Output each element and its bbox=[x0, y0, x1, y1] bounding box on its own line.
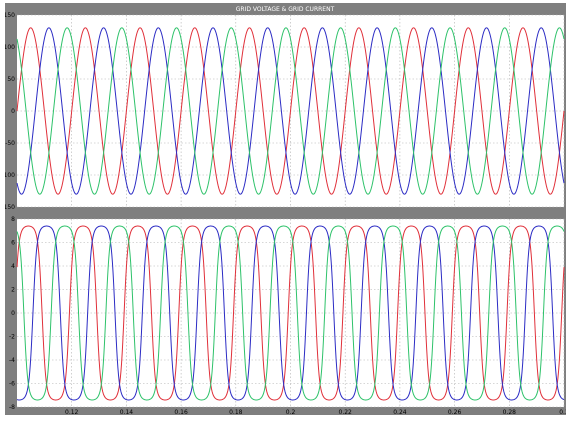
x-tick-label: 0.18 bbox=[229, 409, 243, 415]
phase-trace-3 bbox=[16, 27, 565, 195]
phase-trace-3 bbox=[16, 225, 565, 401]
y-tick-label: 100 bbox=[5, 44, 15, 51]
current-traces bbox=[16, 225, 565, 401]
phase-trace-2 bbox=[16, 225, 565, 401]
y-tick-label: 150 bbox=[5, 12, 15, 19]
y-tick-label: 50 bbox=[7, 76, 15, 83]
phase-trace-1 bbox=[16, 225, 565, 401]
y-tick-label: 0 bbox=[11, 310, 15, 317]
y-tick-label: -8 bbox=[9, 404, 15, 411]
scope-window: GRID VOLTAGE & GRID CURRENT -150 -100 -50 0… bbox=[5, 3, 566, 415]
y-tick-label: 8 bbox=[11, 216, 15, 223]
x-tick-label: 0.2 bbox=[286, 409, 296, 415]
x-tick-label: 0.3 bbox=[559, 409, 566, 415]
y-tick-label: 4 bbox=[11, 263, 15, 270]
y-tick-label: -50 bbox=[5, 140, 15, 147]
x-tick-label: 0.22 bbox=[339, 409, 353, 415]
x-tick-label: 0.12 bbox=[65, 409, 79, 415]
y-tick-label: 0 bbox=[11, 108, 15, 115]
current-plot: -8 -6 -4 -2 0 2 4 6 8 0.12 0.14 0.16 0.18 0.2 0.22 0.2… bbox=[9, 216, 566, 415]
current-y-ticks: -8 -6 -4 -2 0 2 4 6 8 bbox=[9, 216, 15, 411]
voltage-y-ticks: -150 -100 -50 0 50 100 150 bbox=[5, 12, 15, 211]
x-tick-label: 0.28 bbox=[503, 409, 517, 415]
scope-figure: GRID VOLTAGE & GRID CURRENT -150 -100 -50 0… bbox=[5, 6, 566, 415]
y-tick-label: 2 bbox=[11, 287, 15, 294]
x-tick-label: 0.16 bbox=[174, 409, 188, 415]
y-tick-label: -6 bbox=[9, 381, 15, 388]
phase-trace-2 bbox=[16, 27, 565, 195]
current-x-ticks: 0.12 0.14 0.16 0.18 0.2 0.22 0.24 0.26 0.28 0.3 bbox=[65, 409, 566, 415]
x-tick-label: 0.14 bbox=[120, 409, 134, 415]
chart-title: GRID VOLTAGE & GRID CURRENT bbox=[236, 6, 335, 13]
y-tick-label: -4 bbox=[9, 357, 15, 364]
x-tick-label: 0.24 bbox=[393, 409, 407, 415]
y-tick-label: -100 bbox=[5, 172, 15, 179]
y-tick-label: -2 bbox=[9, 334, 15, 341]
x-tick-label: 0.26 bbox=[448, 409, 462, 415]
y-tick-label: -150 bbox=[5, 204, 15, 211]
voltage-traces bbox=[16, 27, 565, 195]
phase-trace-1 bbox=[16, 27, 565, 195]
voltage-plot: -150 -100 -50 0 50 100 150 bbox=[5, 12, 565, 211]
y-tick-label: 6 bbox=[11, 240, 15, 247]
